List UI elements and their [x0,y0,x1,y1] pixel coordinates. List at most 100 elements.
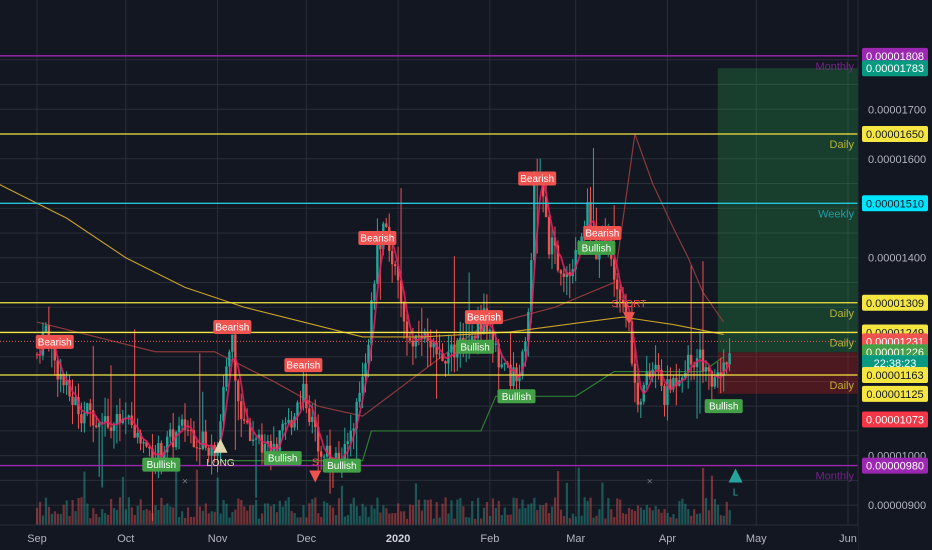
volume-bar [725,501,728,525]
volume-bar [317,513,320,525]
candle-body [473,336,477,339]
time-tick-label: Sep [27,533,47,545]
candle-body [177,425,181,433]
volume-bar [207,513,210,525]
volume-bar [482,507,486,525]
signal-badge [464,310,503,325]
volume-bar [334,515,338,525]
price-tag [862,411,928,428]
level-label: Daily [830,308,855,320]
volume-bar [237,498,240,525]
volume-bar [62,504,65,525]
volume-bar [166,503,169,525]
volume-bar [183,517,187,525]
candle-body [500,364,503,368]
volume-bar [574,516,577,525]
volume-bar [249,505,252,525]
candle-body [65,380,68,386]
volume-bar [450,500,453,525]
candle-body [497,343,500,368]
volume-bar [394,512,397,525]
volume-bar [349,503,352,525]
candle-body [701,349,705,372]
candle-body [621,299,625,303]
price-tag-label: 0.00001073 [866,415,924,427]
time-axis[interactable]: Sep Oct Nov Dec 2020 Feb Mar Apr May Jun [0,524,858,550]
volume-bar [556,471,560,525]
volume-bar [326,502,329,525]
volume-bar [385,508,388,525]
volume-bar [666,512,669,525]
candle-body [109,427,113,431]
volume-bar [65,500,68,525]
volume-bar [577,467,580,525]
volume-bar [186,507,190,525]
level-label: Daily [830,337,855,349]
candle-body [157,443,160,460]
price-tag-label: 0.00000980 [866,461,924,473]
volume-bar [710,475,714,525]
price-tag [862,385,928,402]
candle-body [444,361,447,364]
candle-body [80,414,83,424]
long-marker-arrow [728,468,743,483]
candle-body [242,419,246,421]
volume-bar [696,513,699,525]
short-marker-arrow [622,312,635,325]
time-tick-label: Dec [297,533,317,545]
volume-bar [562,516,566,525]
candle-body [97,423,101,428]
signal-badge-label: Bullish [147,460,176,471]
candle-body [142,442,145,444]
level-label: Daily [830,380,855,392]
volume-bar [456,499,459,525]
signal-badge-label: Bearish [38,337,72,348]
loss-zone [717,352,858,394]
volume-bar [246,510,249,525]
volume-bar [669,517,672,525]
candle-body [281,423,284,431]
volume-bar [687,509,690,525]
volume-bar [601,482,604,525]
signal-badge-label: Bearish [215,323,249,334]
long-marker-label: L [733,487,739,498]
cross-marker: × [182,476,188,487]
volume-bar [400,511,403,525]
candle-body [151,448,154,465]
candle-body [438,353,441,355]
volume-bar [583,497,586,525]
candle-body [319,451,323,457]
volume-bar [426,499,429,525]
candle-body [343,443,347,461]
volume-bar [80,497,83,525]
candle-body [228,351,231,367]
candle-body [275,444,278,451]
volume-bar [284,500,287,525]
volume-bar [533,497,536,525]
volume-bar [181,511,184,525]
volume-bar [616,498,619,525]
volume-bar [376,497,379,525]
candle-body [544,196,548,218]
volume-bar [346,514,349,525]
candle-body [100,422,104,424]
volume-bar [716,504,719,525]
volume-bar [95,513,98,525]
candle-body [316,427,320,452]
candle-body [311,416,314,423]
candle-body [103,416,107,423]
volume-bar [625,514,628,525]
signal-badge-label: Bullish [502,392,531,403]
signal-badge-label: Bullish [268,454,297,465]
volume-bar [468,517,471,525]
candle-body [417,335,421,337]
candle-body [728,353,731,365]
candle-body [237,380,240,402]
volume-bar [281,506,284,525]
candle-body [533,172,536,261]
candle-body [399,280,403,303]
volume-bar [690,515,693,525]
volume-bar [444,497,447,525]
level-label: Monthly [815,471,854,483]
